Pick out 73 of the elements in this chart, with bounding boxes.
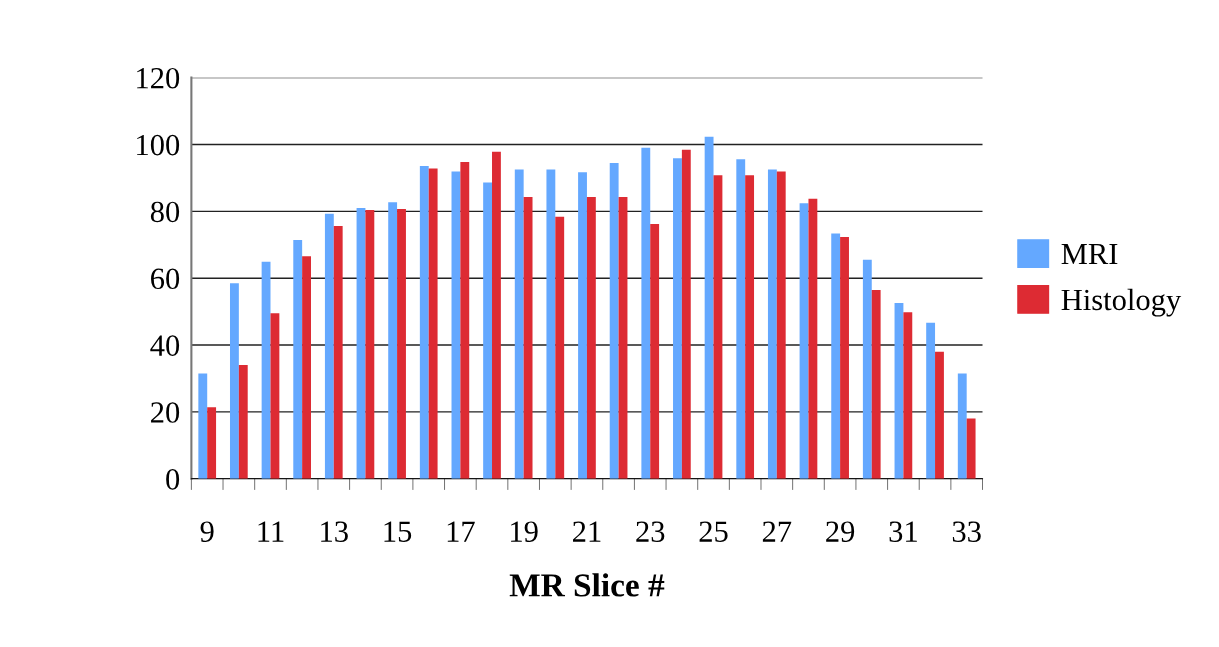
- y-tick-label: 120: [137, 67, 180, 89]
- bar: [935, 351, 944, 479]
- x-tick-label: 33: [952, 521, 981, 542]
- bar: [641, 147, 651, 479]
- bar: [609, 162, 619, 479]
- bar: [681, 149, 691, 479]
- legend-label: MRI: [1061, 244, 1118, 265]
- y-tick-label: 40: [150, 335, 180, 356]
- bar: [871, 289, 881, 479]
- bar: [745, 175, 755, 479]
- y-tick-label: 100: [137, 134, 180, 156]
- bar: [966, 418, 976, 479]
- x-tick-label: 19: [511, 521, 538, 542]
- bar: [840, 237, 849, 479]
- bar: [419, 165, 429, 479]
- bar: [302, 256, 311, 479]
- bar: [324, 213, 334, 479]
- bar: [365, 210, 375, 479]
- bar: [388, 202, 398, 479]
- bar: [903, 312, 913, 479]
- x-tick-label: 13: [321, 521, 348, 542]
- x-tick-label: 9: [200, 521, 214, 542]
- bar: [862, 259, 872, 479]
- bar: [799, 203, 809, 479]
- bar: [492, 151, 501, 479]
- x-tick-label: 17: [447, 521, 475, 542]
- bar: [270, 313, 280, 479]
- bar: [831, 233, 841, 479]
- x-tick-label: 29: [826, 521, 855, 542]
- bar: [460, 161, 470, 479]
- bar: [198, 373, 208, 479]
- x-tick-label: 25: [699, 521, 728, 542]
- x-tick-label: 11: [258, 521, 284, 542]
- bar: [229, 283, 239, 479]
- bar: [356, 208, 366, 479]
- x-axis-title: MR Slice #: [509, 573, 665, 597]
- y-tick-label: 60: [151, 268, 180, 290]
- bar: [578, 172, 587, 479]
- bar: [261, 261, 271, 479]
- bar: [767, 169, 777, 479]
- bar: [207, 407, 217, 479]
- bar: [483, 182, 493, 479]
- legend-label: Histology: [1061, 288, 1182, 317]
- bar: [957, 373, 967, 479]
- y-tick-label: 0: [166, 469, 180, 490]
- x-tick-label: 31: [889, 521, 917, 542]
- bar: [293, 240, 303, 479]
- x-tick-label: 23: [636, 521, 665, 542]
- bar: [713, 175, 723, 479]
- x-tick-label: 15: [384, 521, 412, 542]
- bar: [704, 136, 714, 479]
- bar: [586, 196, 596, 479]
- bar: [238, 365, 248, 479]
- bar: [808, 198, 818, 479]
- bar: [736, 159, 746, 479]
- bar: [894, 302, 904, 479]
- bar: [546, 169, 556, 479]
- bar: [333, 226, 343, 479]
- bar: [428, 168, 438, 479]
- bar: [618, 196, 628, 479]
- x-tick-label: 27: [762, 521, 792, 542]
- bar: [926, 322, 936, 479]
- bar: [555, 216, 565, 479]
- x-tick-label: 21: [573, 521, 601, 542]
- bar: [523, 196, 533, 479]
- bar: [673, 158, 682, 479]
- bar: [776, 171, 786, 479]
- y-tick-label: 80: [150, 201, 180, 223]
- bar: [650, 224, 660, 479]
- y-tick-label: 20: [151, 402, 180, 423]
- bar: [397, 209, 406, 479]
- bar: [514, 169, 524, 479]
- bar: [451, 171, 461, 479]
